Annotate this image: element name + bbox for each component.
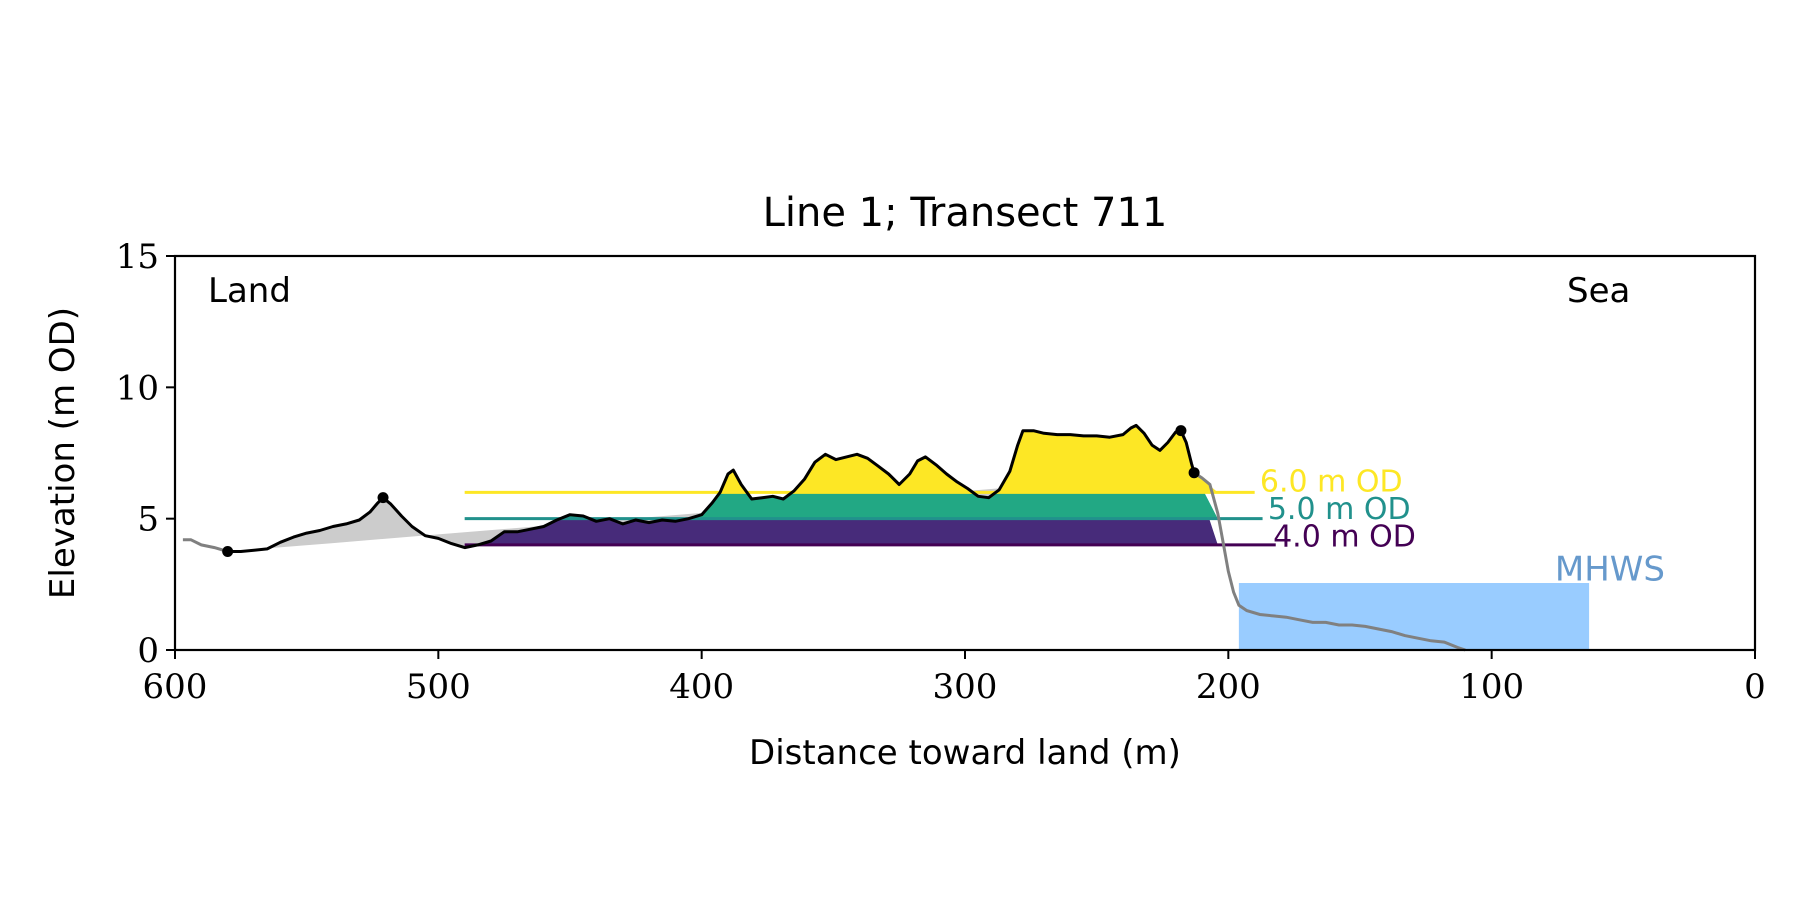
- mhws-area: [1238, 583, 1590, 650]
- land-annotation: Land: [208, 271, 291, 311]
- level-label-0: 6.0 m OD: [1260, 464, 1403, 499]
- y-axis-label: Elevation (m OD): [43, 307, 83, 599]
- axis-ticks: 600 500 400 300 200 100 0 0 5 10 15: [116, 237, 1766, 707]
- y-tick-label-1: 5: [137, 500, 159, 540]
- profile-marker-3: [1188, 467, 1200, 479]
- y-tick-label-0: 0: [137, 631, 159, 671]
- x-tick-label-6: 0: [1744, 667, 1766, 707]
- band-5-6: [560, 492, 1218, 519]
- y-tick-label-3: 15: [116, 237, 159, 277]
- x-tick-label-2: 400: [669, 667, 734, 707]
- x-tick-label-1: 500: [406, 667, 471, 707]
- x-tick-label-5: 100: [1459, 667, 1524, 707]
- plot-area: 6.0 m OD5.0 m OD4.0 m OD MHWS: [182, 423, 1665, 652]
- chart-title: Line 1; Transect 711: [763, 190, 1168, 236]
- land-extension-line: [182, 538, 229, 553]
- profile-marker-0: [222, 546, 234, 557]
- level-label-2: 4.0 m OD: [1273, 519, 1416, 554]
- y-tick-label-2: 10: [116, 368, 159, 408]
- mhws-label: MHWS: [1555, 550, 1665, 590]
- profile-line: [227, 423, 1196, 553]
- x-tick-label-4: 200: [1196, 667, 1261, 707]
- x-axis-label: Distance toward land (m): [749, 733, 1181, 773]
- profile-marker-1: [377, 492, 389, 504]
- band-4-5: [464, 518, 1218, 545]
- x-tick-label-0: 600: [143, 667, 208, 707]
- sea-extension-line: [1193, 471, 1466, 652]
- sea-annotation: Sea: [1567, 271, 1630, 311]
- level-label-1: 5.0 m OD: [1268, 492, 1411, 527]
- profile-marker-2: [1175, 425, 1187, 437]
- x-tick-label-3: 300: [933, 667, 998, 707]
